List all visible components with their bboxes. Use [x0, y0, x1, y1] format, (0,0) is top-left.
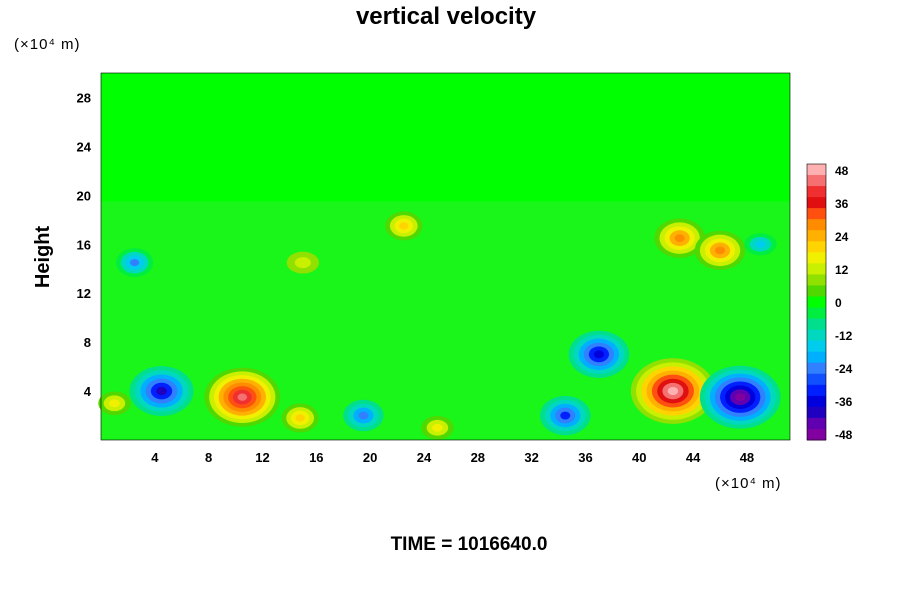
y-axis-ticks: 4 8 12 16 20 24 28	[77, 90, 92, 399]
colorbar-swatch	[807, 373, 826, 386]
x-tick-label: 40	[632, 450, 646, 465]
x-tick-label: 44	[686, 450, 701, 465]
y-tick-label: 24	[77, 139, 92, 154]
colorbar-swatch	[807, 307, 826, 320]
x-axis-unit: (×10⁴ m)	[715, 475, 782, 492]
field-feature	[699, 365, 781, 429]
field-feature	[694, 230, 746, 271]
colorbar-swatch	[807, 296, 826, 309]
y-axis-unit: (×10⁴ m)	[14, 36, 81, 53]
colorbar-tick-label: 36	[835, 197, 849, 211]
colorbar-swatch	[807, 241, 826, 253]
plot-area	[98, 72, 791, 441]
colorbar-tick-label: 48	[835, 164, 849, 178]
field-feature	[421, 415, 454, 440]
colorbar: 48 36 24 12 0 -12 -24 -36 -48	[806, 163, 853, 442]
x-tick-label: 48	[740, 450, 754, 465]
y-tick-label: 12	[77, 286, 91, 301]
colorbar-tick-label: 12	[835, 263, 849, 277]
y-tick-label: 20	[77, 188, 91, 203]
field-feature	[129, 366, 194, 416]
field-feature	[343, 399, 384, 432]
colorbar-swatch	[807, 285, 826, 297]
field-feature	[744, 233, 777, 256]
field-feature	[286, 251, 320, 274]
colorbar-tick-label: -12	[835, 329, 853, 343]
field-feature	[281, 403, 319, 433]
x-tick-label: 20	[363, 450, 377, 465]
colorbar-swatch	[807, 351, 826, 364]
colorbar-swatch	[807, 230, 826, 242]
colorbar-swatch	[807, 197, 826, 209]
y-tick-label: 8	[84, 335, 91, 350]
colorbar-swatch	[807, 395, 826, 408]
colorbar-tick-label: -36	[835, 395, 853, 409]
field-feature	[654, 218, 705, 258]
field-feature	[385, 211, 423, 241]
field-feature	[98, 391, 131, 416]
x-axis-ticks: 4 8 12 16 20 24 28 32 36 40 44 48	[151, 450, 754, 465]
plot-frame	[100, 72, 791, 441]
colorbar-tick-label: 0	[835, 296, 842, 310]
colorbar-swatch	[807, 406, 826, 419]
x-tick-label: 8	[205, 450, 212, 465]
x-tick-label: 24	[417, 450, 432, 465]
field-feature	[116, 248, 154, 278]
colorbar-swatch	[807, 263, 826, 275]
colorbar-swatch	[807, 208, 826, 220]
colorbar-frame	[806, 163, 827, 441]
time-footer: TIME = 1016640.0	[391, 534, 548, 555]
y-tick-label: 28	[77, 90, 91, 105]
colorbar-swatch	[807, 175, 826, 187]
colorbar-swatch	[807, 252, 826, 264]
colorbar-swatch	[807, 318, 826, 331]
y-tick-label: 16	[77, 237, 91, 252]
colorbar-swatch	[807, 274, 826, 286]
colorbar-swatch	[807, 340, 826, 353]
x-tick-label: 16	[309, 450, 323, 465]
x-tick-label: 28	[471, 450, 485, 465]
colorbar-swatch	[807, 219, 826, 231]
colorbar-swatch	[807, 329, 826, 342]
field-feature	[630, 358, 715, 424]
y-tick-label: 4	[84, 384, 92, 399]
x-tick-label: 4	[151, 450, 159, 465]
colorbar-swatch	[807, 164, 826, 176]
colorbar-swatch	[807, 417, 826, 430]
colorbar-swatch	[807, 186, 826, 198]
chart-title: vertical velocity	[356, 3, 537, 30]
field-feature	[204, 367, 281, 427]
x-tick-label: 12	[255, 450, 269, 465]
field-feature	[540, 395, 591, 436]
x-tick-label: 32	[524, 450, 538, 465]
y-axis-label: Height	[32, 226, 54, 289]
x-tick-label: 36	[578, 450, 592, 465]
field-feature	[568, 330, 630, 378]
colorbar-tick-label: -24	[835, 362, 853, 376]
colorbar-swatch	[807, 428, 826, 441]
colorbar-swatch	[807, 384, 826, 397]
colorbar-tick-label: 24	[835, 230, 849, 244]
colorbar-tick-label: -48	[835, 428, 853, 442]
colorbar-swatch	[807, 362, 826, 375]
